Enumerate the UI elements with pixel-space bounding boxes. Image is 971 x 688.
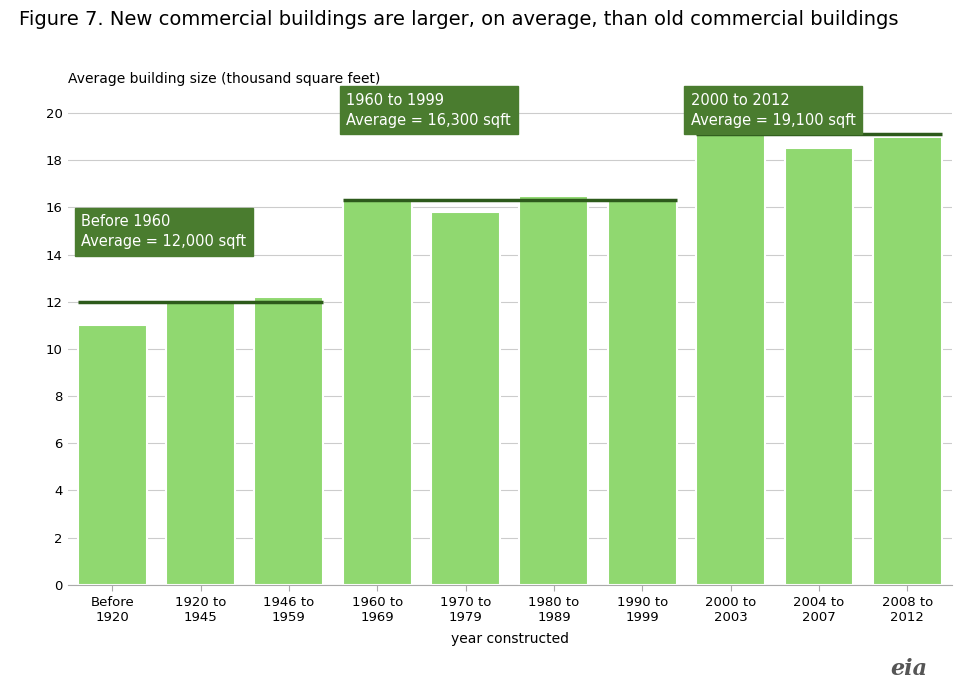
Text: Before 1960
Average = 12,000 sqft: Before 1960 Average = 12,000 sqft: [82, 215, 247, 249]
Bar: [78, 325, 147, 585]
Text: 2000 to 2012
Average = 19,100 sqft: 2000 to 2012 Average = 19,100 sqft: [691, 93, 855, 128]
Bar: [343, 198, 412, 585]
Bar: [166, 302, 235, 585]
Text: Average building size (thousand square feet): Average building size (thousand square f…: [68, 72, 381, 86]
Text: eia: eia: [890, 658, 927, 680]
Bar: [254, 297, 323, 585]
Bar: [785, 149, 854, 585]
Text: 1960 to 1999
Average = 16,300 sqft: 1960 to 1999 Average = 16,300 sqft: [347, 93, 511, 128]
Bar: [873, 137, 942, 585]
Bar: [608, 200, 677, 585]
Bar: [519, 195, 588, 585]
X-axis label: year constructed: year constructed: [451, 632, 569, 646]
Bar: [431, 212, 500, 585]
Text: Figure 7. New commercial buildings are larger, on average, than old commercial b: Figure 7. New commercial buildings are l…: [19, 10, 899, 30]
Bar: [696, 134, 765, 585]
